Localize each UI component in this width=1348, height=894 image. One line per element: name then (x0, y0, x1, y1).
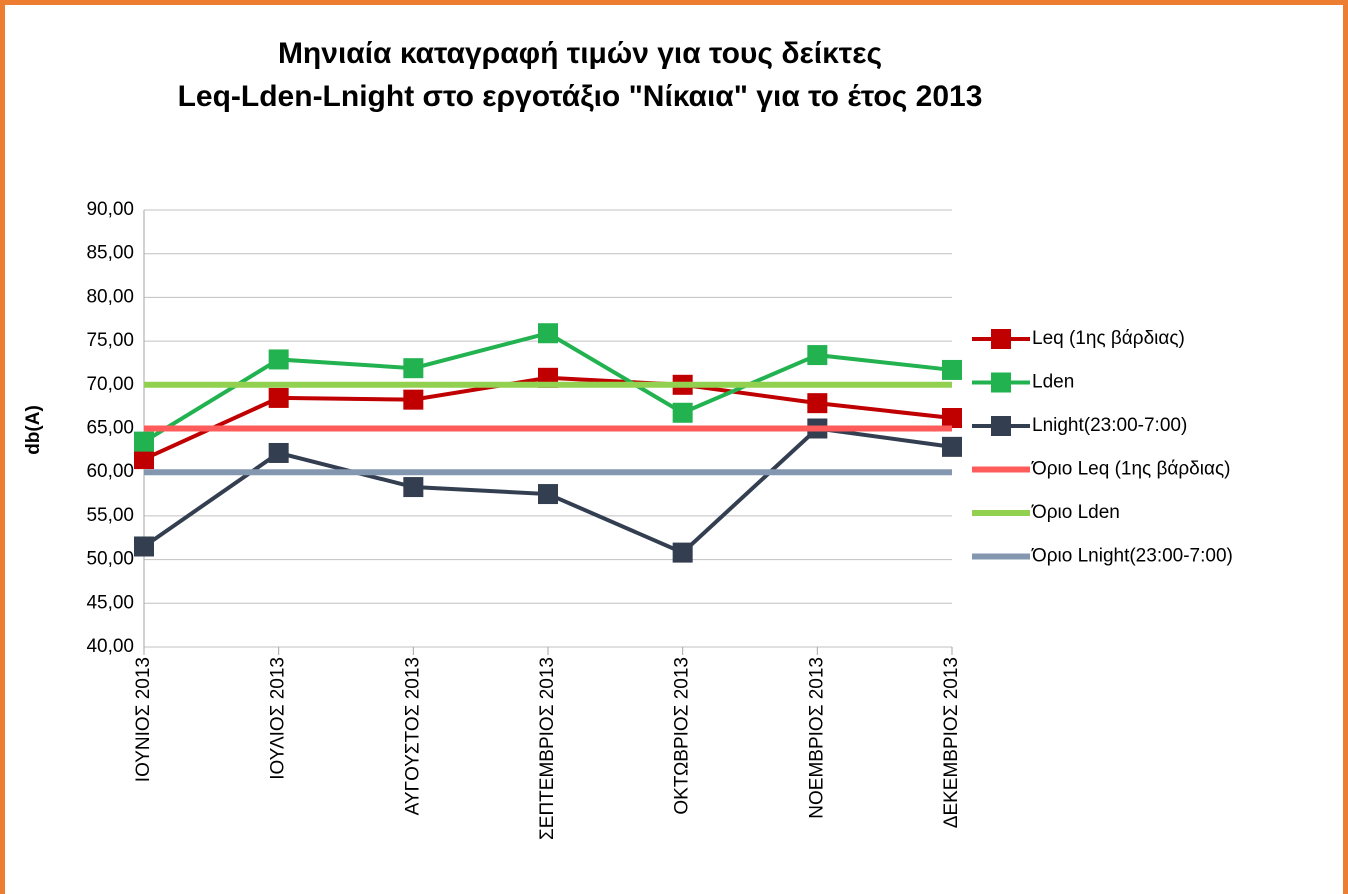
series-marker (942, 436, 962, 457)
x-tick-label: ΔΕΚΕΜΒΡΙΟΣ 2013 (941, 657, 962, 828)
series-marker (942, 408, 962, 429)
chart-title: Leq-Lden-Lnight στο εργοτάξιο "Νίκαια" γ… (178, 80, 983, 113)
y-tick-label: 85,00 (86, 243, 134, 264)
series-marker (672, 542, 693, 563)
series-marker (134, 431, 154, 452)
legend-label: Lden (1032, 372, 1074, 393)
legend-swatch (991, 416, 1011, 436)
x-tick-label: ΙΟΥΝΙΟΣ 2013 (133, 657, 154, 782)
legend-label: Όριο Lnight(23:00-7:00) (1031, 546, 1233, 567)
legend-label: Όριο Lden (1031, 502, 1120, 523)
y-tick-label: 70,00 (86, 374, 134, 395)
y-tick-label: 50,00 (86, 549, 134, 570)
y-tick-label: 75,00 (86, 330, 134, 351)
series-marker (268, 442, 289, 463)
series-marker (134, 449, 154, 470)
series-marker (807, 393, 828, 414)
y-tick-label: 40,00 (86, 636, 134, 657)
series-marker (403, 477, 424, 498)
series-marker (538, 323, 558, 344)
legend-label: Lnight(23:00-7:00) (1032, 415, 1187, 436)
y-tick-label: 55,00 (86, 505, 134, 526)
y-tick-label: 90,00 (86, 199, 134, 220)
y-tick-label: 45,00 (86, 592, 134, 613)
series-marker (403, 389, 424, 410)
chart-title: Μηνιαία καταγραφή τιμών για τους δείκτες (278, 37, 882, 70)
y-tick-label: 60,00 (86, 461, 134, 482)
series-marker (672, 402, 693, 423)
series-marker (134, 536, 154, 557)
series-marker (942, 359, 962, 380)
y-tick-label: 65,00 (86, 418, 134, 439)
series-marker (403, 358, 424, 379)
legend-swatch (991, 329, 1011, 349)
series-marker (268, 349, 289, 370)
legend-swatch (991, 372, 1011, 393)
x-tick-label: ΣΕΠΤΕΜΒΡΙΟΣ 2013 (537, 657, 558, 840)
y-tick-label: 80,00 (86, 286, 134, 307)
legend-label: Όριο Leq (1ης βάρδιας) (1031, 459, 1230, 480)
series-marker (807, 345, 828, 366)
x-tick-label: ΑΥΓΟΥΣΤΟΣ 2013 (402, 657, 423, 815)
legend-label: Leq (1ης βάρδιας) (1032, 328, 1185, 349)
x-tick-label: ΟΚΤΩΒΡΙΟΣ 2013 (672, 657, 693, 815)
x-tick-label: ΝΟΕΜΒΡΙΟΣ 2013 (806, 657, 827, 819)
y-axis-label: db(A) (23, 405, 44, 455)
series-marker (538, 484, 558, 505)
series-marker (268, 387, 289, 408)
x-tick-label: ΙΟΥΛΙΟΣ 2013 (268, 657, 289, 780)
